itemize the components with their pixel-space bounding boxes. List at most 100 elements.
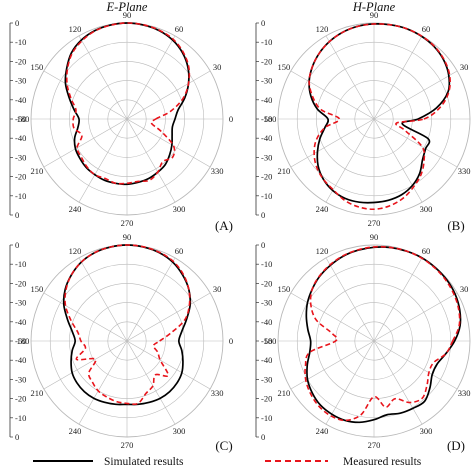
angle-tick-label: 330 (458, 388, 471, 398)
radial-tick-label: 0 (15, 210, 19, 220)
radial-tick-label: -40 (15, 95, 26, 105)
grid-spoke (325, 257, 375, 342)
angle-tick-label: 30 (213, 62, 222, 72)
measured-curve (64, 244, 191, 406)
radial-tick-label: -10 (15, 259, 26, 269)
legend: Simulated results Measured results (33, 456, 422, 467)
grid-spoke (290, 118, 375, 168)
radial-tick-label: -10 (261, 259, 272, 269)
radial-tick-label: -10 (261, 413, 272, 423)
radial-tick-label: -50 (261, 336, 272, 346)
radial-tick-label: -50 (261, 114, 272, 124)
grid-spoke (373, 257, 423, 342)
measured-curve (65, 22, 191, 185)
radial-tick-label: -30 (261, 298, 272, 308)
angle-tick-label: 300 (420, 204, 433, 214)
radial-tick-label: -30 (15, 374, 26, 384)
angle-tick-label: 330 (211, 388, 224, 398)
panel-label: (D) (447, 438, 465, 453)
e-plane-title: E-Plane (106, 0, 148, 14)
angle-tick-label: 30 (460, 284, 469, 294)
grid-spoke (126, 257, 176, 342)
angle-tick-label: 90 (370, 10, 379, 20)
radial-tick-label: -40 (261, 133, 272, 143)
radial-tick-label: -40 (15, 133, 26, 143)
grid-spoke (126, 340, 176, 425)
angle-tick-label: 90 (370, 232, 379, 242)
radial-tick-label: 0 (15, 240, 19, 250)
radial-tick-label: -10 (261, 37, 272, 47)
grid-spoke (126, 35, 176, 120)
polar-panel-3: 90603003303002702402101801501200-10-20-3… (9, 232, 233, 453)
grid-spoke (373, 118, 423, 203)
radial-tick-label: -20 (261, 172, 272, 182)
grid-spoke (373, 340, 458, 390)
measured-curve (308, 23, 451, 211)
angle-tick-label: 270 (368, 218, 381, 228)
angle-tick-label: 150 (278, 284, 291, 294)
radial-tick-label: 0 (261, 432, 265, 442)
simulated-curve (305, 246, 462, 424)
radial-tick-label: -20 (261, 56, 272, 66)
grid-spoke (373, 118, 458, 168)
radial-tick-label: -20 (15, 56, 26, 66)
grid-spoke (126, 118, 211, 168)
angle-tick-label: 300 (173, 204, 186, 214)
polar-panel-2: 90603003303002702402101801501200-10-20-3… (255, 10, 471, 233)
grid-spoke (373, 292, 458, 342)
radial-tick-label: -40 (261, 355, 272, 365)
radial-tick-label: -20 (15, 278, 26, 288)
angle-tick-label: 150 (278, 62, 291, 72)
radial-tick-label: -40 (261, 95, 272, 105)
angle-tick-label: 30 (460, 62, 469, 72)
angle-tick-label: 270 (368, 440, 381, 450)
radial-tick-label: 0 (15, 18, 19, 28)
radial-tick-label: -20 (15, 394, 26, 404)
radial-tick-label: -20 (261, 394, 272, 404)
angle-tick-label: 60 (422, 246, 431, 256)
h-plane-title: H-Plane (352, 0, 396, 14)
radial-tick-label: -30 (261, 152, 272, 162)
angle-tick-label: 60 (175, 24, 184, 34)
radial-tick-label: -10 (261, 191, 272, 201)
radial-tick-label: -20 (15, 172, 26, 182)
angle-tick-label: 300 (420, 426, 433, 436)
grid-spoke (126, 340, 211, 390)
grid-spoke (373, 340, 423, 425)
polar-panels: 90603003303002702402101801501200-10-20-3… (9, 10, 471, 453)
radial-tick-label: -40 (15, 355, 26, 365)
simulated-curve (62, 244, 192, 406)
angle-tick-label: 0 (229, 114, 233, 124)
angle-tick-label: 240 (316, 426, 329, 436)
grid-spoke (43, 118, 128, 168)
angle-tick-label: 90 (123, 232, 132, 242)
angle-tick-label: 30 (213, 284, 222, 294)
angle-tick-label: 240 (69, 426, 82, 436)
angle-tick-label: 270 (121, 440, 134, 450)
angle-tick-label: 180 (264, 336, 277, 346)
grid-spoke (126, 70, 211, 120)
angle-tick-label: 210 (31, 166, 44, 176)
radial-tick-label: -20 (261, 278, 272, 288)
radial-tick-label: 0 (15, 432, 19, 442)
polar-panel-1: 90603003303002702402101801501200-10-20-3… (9, 10, 233, 233)
angle-tick-label: 270 (121, 218, 134, 228)
angle-tick-label: 240 (316, 204, 329, 214)
radial-tick-label: -50 (15, 336, 26, 346)
angle-tick-label: 90 (123, 10, 132, 20)
grid-spoke (78, 118, 128, 203)
grid-spoke (43, 70, 128, 120)
radial-tick-label: -30 (15, 152, 26, 162)
radial-tick-label: 0 (261, 18, 265, 28)
radial-tick-label: -40 (15, 317, 26, 327)
legend-measured-label: Measured results (343, 456, 422, 467)
angle-tick-label: 210 (278, 388, 291, 398)
radial-tick-label: -30 (261, 76, 272, 86)
radial-tick-label: -10 (15, 37, 26, 47)
grid-spoke (373, 35, 423, 120)
radial-tick-label: -30 (15, 76, 26, 86)
radial-tick-label: -30 (261, 374, 272, 384)
angle-tick-label: 330 (211, 166, 224, 176)
angle-tick-label: 60 (175, 246, 184, 256)
